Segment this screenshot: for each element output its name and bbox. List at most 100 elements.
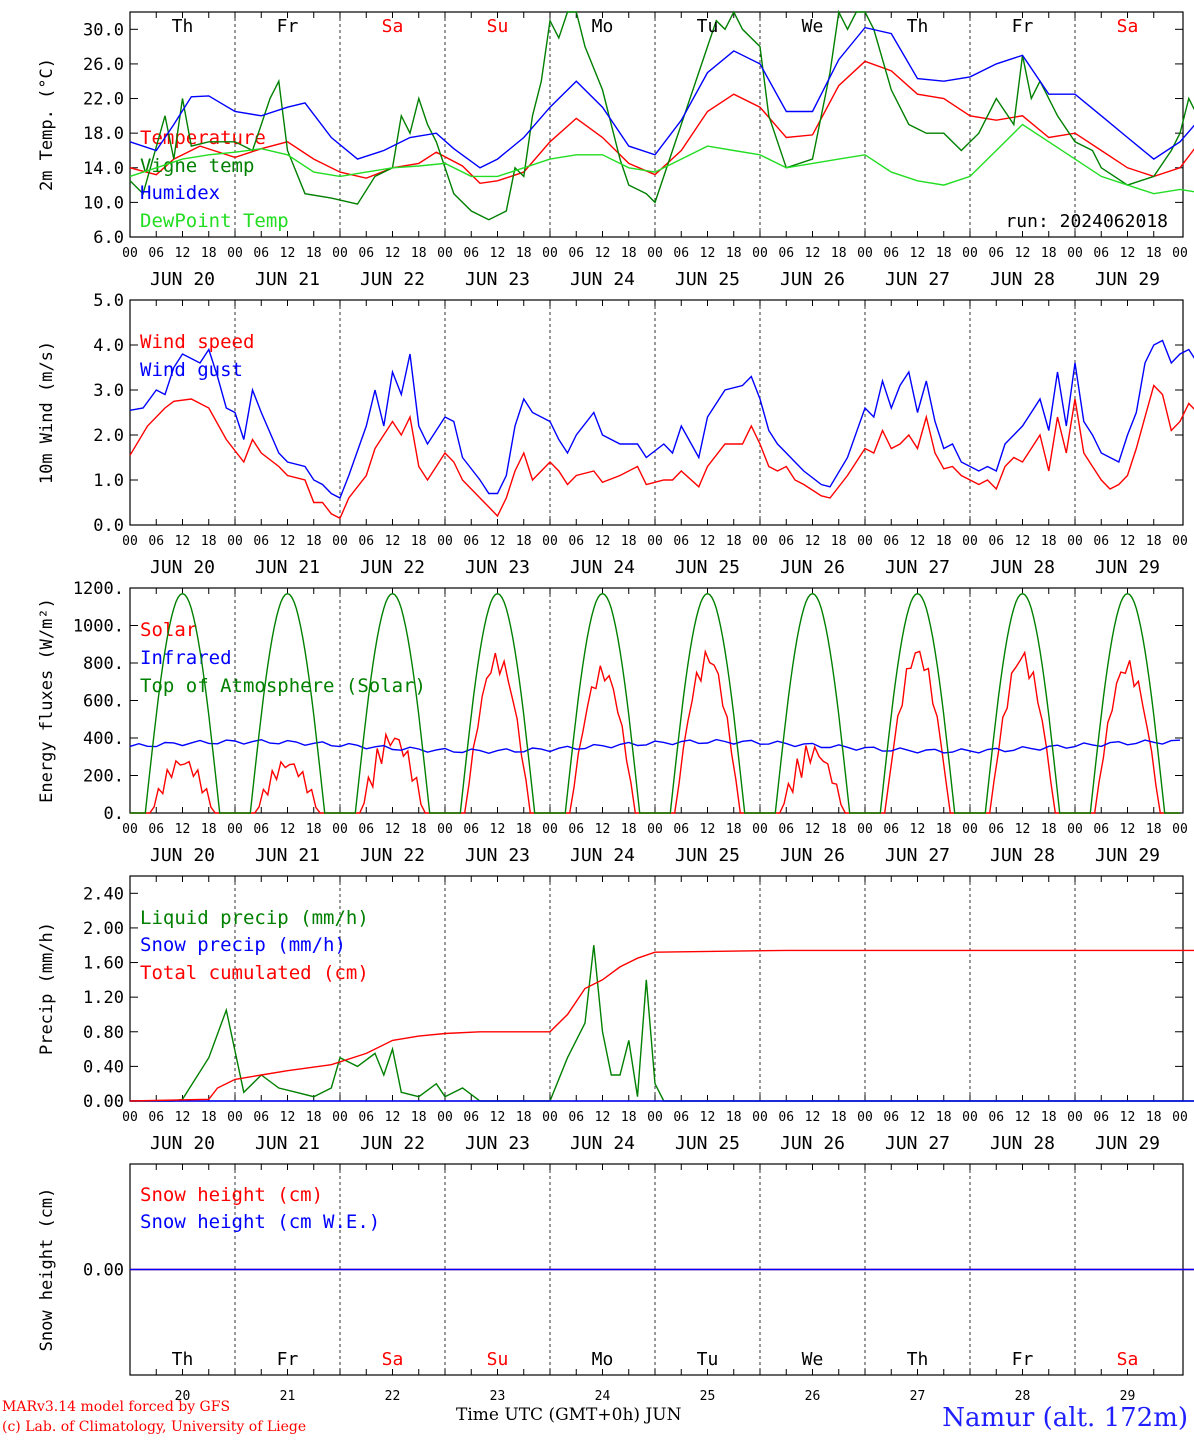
hour-tick-label: 00 (857, 822, 873, 837)
y-tick-label: 2.0 (93, 426, 124, 446)
hour-tick-label: 18 (621, 822, 637, 837)
day-number-label: 25 (700, 1389, 716, 1404)
hour-tick-label: 00 (647, 534, 663, 549)
lab-credit: (c) Lab. of Climatology, University of L… (2, 1419, 307, 1435)
hour-tick-label: 18 (726, 1110, 742, 1125)
hour-tick-label: 18 (726, 534, 742, 549)
hour-tick-label: 06 (883, 534, 899, 549)
hour-tick-label: 18 (936, 246, 952, 261)
hour-tick-label: 00 (332, 822, 348, 837)
date-label: JUN 26 (780, 845, 845, 866)
hour-tick-label: 12 (700, 534, 716, 549)
hour-tick-label: 18 (1146, 246, 1162, 261)
hour-tick-label: 18 (621, 1110, 637, 1125)
hour-tick-label: 06 (988, 246, 1004, 261)
hour-tick-label: 06 (358, 822, 374, 837)
hour-tick-label: 00 (437, 1110, 453, 1125)
hour-tick-label: 18 (831, 534, 847, 549)
date-label: JUN 22 (360, 269, 425, 290)
hour-tick-label: 06 (988, 822, 1004, 837)
legend-total-cumulated-cm-: Total cumulated (cm) (140, 962, 369, 984)
hour-tick-label: 06 (148, 246, 164, 261)
date-label: JUN 28 (990, 269, 1055, 290)
hour-tick-label: 18 (516, 534, 532, 549)
hour-tick-label: 12 (805, 246, 821, 261)
hour-tick-label: 00 (332, 534, 348, 549)
hour-tick-label: 06 (148, 534, 164, 549)
hour-tick-label: 06 (673, 246, 689, 261)
weekday-label-top: Sa (1117, 16, 1139, 37)
hour-tick-label: 06 (568, 1110, 584, 1125)
legend-snow-height-cm-: Snow height (cm) (140, 1184, 323, 1206)
hour-tick-label: 12 (280, 534, 296, 549)
hour-tick-label: 12 (700, 246, 716, 261)
day-number-label: 28 (1015, 1389, 1031, 1404)
y-tick-label: 5.0 (93, 291, 124, 311)
hour-tick-label: 00 (122, 246, 138, 261)
hour-tick-label: 00 (752, 1110, 768, 1125)
hour-tick-label: 18 (201, 1110, 217, 1125)
hour-tick-label: 00 (227, 246, 243, 261)
date-label: JUN 25 (675, 557, 740, 578)
hour-tick-label: 12 (385, 246, 401, 261)
legend-top-of-atmosphere-solar-: Top of Atmosphere (Solar) (140, 675, 426, 697)
hour-tick-label: 18 (201, 534, 217, 549)
hour-tick-label: 18 (1041, 246, 1057, 261)
date-label: JUN 20 (150, 557, 215, 578)
hour-tick-label: 12 (595, 534, 611, 549)
date-label: JUN 27 (885, 1133, 950, 1154)
hour-tick-label: 06 (673, 1110, 689, 1125)
series-line-top-of-atmosphere-solar- (130, 592, 1180, 814)
hour-tick-label: 12 (1015, 246, 1031, 261)
hour-tick-label: 12 (1015, 822, 1031, 837)
day-number-label: 26 (805, 1389, 821, 1404)
legend-snow-height-cm-w-e-: Snow height (cm W.E.) (140, 1211, 380, 1233)
hour-tick-label: 12 (1120, 534, 1136, 549)
hour-tick-label: 06 (463, 822, 479, 837)
legend-wind-gust: Wind gust (140, 359, 243, 381)
hour-tick-label: 06 (358, 1110, 374, 1125)
hour-tick-label: 18 (1041, 534, 1057, 549)
date-label: JUN 23 (465, 269, 530, 290)
hour-tick-label: 00 (962, 246, 978, 261)
hour-tick-label: 12 (910, 534, 926, 549)
hour-tick-label: 06 (463, 246, 479, 261)
date-label: JUN 20 (150, 1133, 215, 1154)
date-label: JUN 21 (255, 269, 320, 290)
y-tick-label: 2.40 (83, 884, 124, 904)
weekday-label-top: Su (487, 16, 509, 37)
date-label: JUN 25 (675, 1133, 740, 1154)
date-label: JUN 20 (150, 269, 215, 290)
hour-tick-label: 00 (752, 534, 768, 549)
hour-tick-label: 06 (1093, 534, 1109, 549)
time-axis-title: Time UTC (GMT+0h) JUN (456, 1405, 682, 1425)
hour-tick-label: 18 (516, 246, 532, 261)
date-label: JUN 24 (570, 269, 635, 290)
date-label: JUN 24 (570, 1133, 635, 1154)
hour-tick-label: 06 (1093, 1110, 1109, 1125)
hour-tick-label: 18 (1146, 534, 1162, 549)
y-axis-label: 10m Wind (m/s) (37, 341, 57, 484)
hour-tick-label: 06 (253, 534, 269, 549)
date-label: JUN 21 (255, 845, 320, 866)
y-axis-label: Precip (mm/h) (37, 922, 57, 1055)
hour-tick-label: 00 (647, 1110, 663, 1125)
date-label: JUN 29 (1095, 269, 1160, 290)
hour-tick-label: 00 (962, 534, 978, 549)
date-label: JUN 27 (885, 845, 950, 866)
hour-tick-label: 06 (148, 822, 164, 837)
weekday-label-top: Th (907, 16, 929, 37)
date-label: JUN 26 (780, 1133, 845, 1154)
hour-tick-label: 00 (122, 1110, 138, 1125)
weekday-label-bottom: Tu (697, 1349, 719, 1370)
weekday-label-bottom: Fr (1012, 1349, 1034, 1370)
hour-tick-label: 06 (253, 1110, 269, 1125)
hour-tick-label: 00 (122, 534, 138, 549)
hour-tick-label: 12 (910, 246, 926, 261)
hour-tick-label: 18 (831, 246, 847, 261)
hour-tick-label: 00 (1172, 246, 1188, 261)
weekday-label-top: Sa (382, 16, 404, 37)
day-number-label: 20 (175, 1389, 191, 1404)
hour-tick-label: 06 (673, 822, 689, 837)
date-label: JUN 23 (465, 845, 530, 866)
